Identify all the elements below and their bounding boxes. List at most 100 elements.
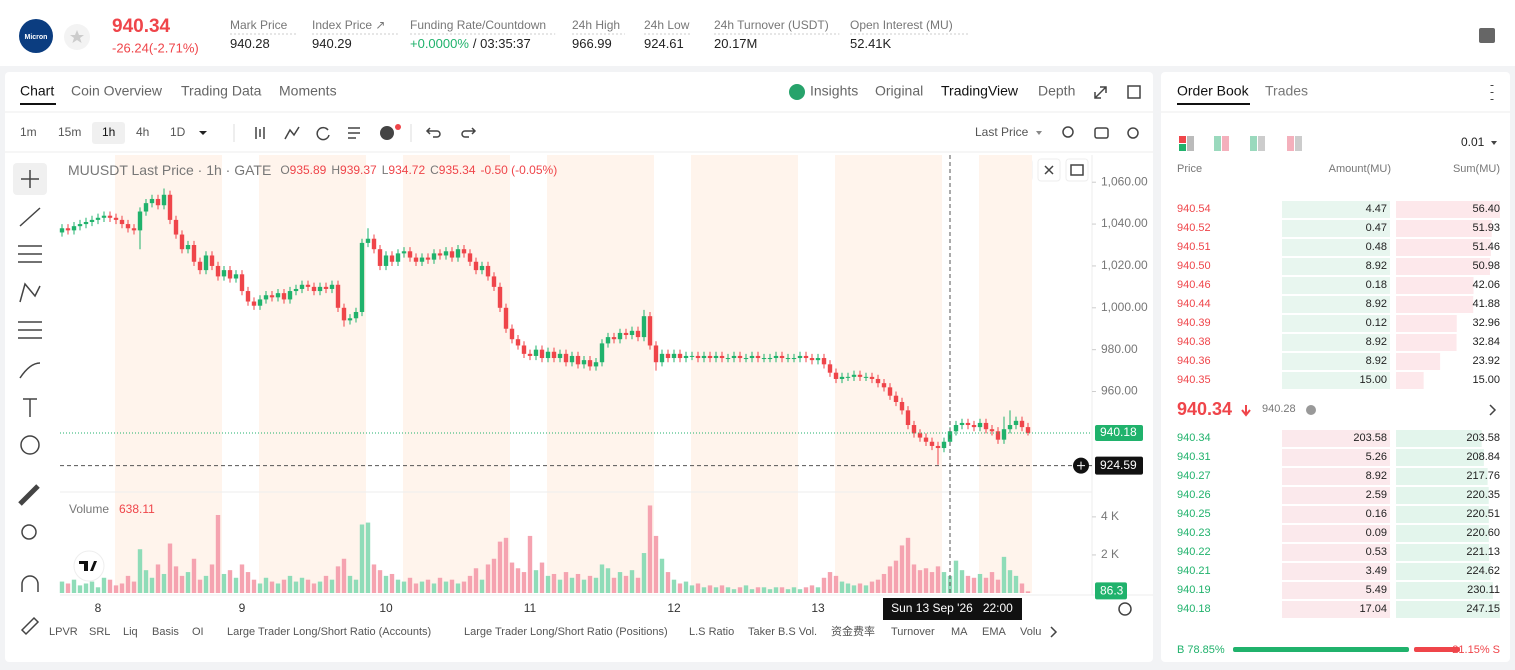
indicator-tab[interactable]: 资金费率 <box>831 624 875 638</box>
order-price[interactable]: 940.38 <box>1177 336 1211 348</box>
pattern-tool[interactable] <box>19 282 41 303</box>
indicator-tab[interactable]: Taker B.S Vol. <box>748 626 817 638</box>
orderbook-tab[interactable]: Trades <box>1265 83 1308 99</box>
order-price[interactable]: 940.23 <box>1177 527 1211 539</box>
order-price[interactable]: 940.22 <box>1177 546 1211 558</box>
order-price[interactable]: 940.36 <box>1177 355 1211 367</box>
layout-button[interactable] <box>1258 136 1265 151</box>
snapshot-button[interactable] <box>1094 127 1109 139</box>
interval[interactable]: 1h <box>102 125 115 139</box>
chevron[interactable] <box>1489 404 1497 416</box>
order-price[interactable]: 940.18 <box>1177 603 1211 615</box>
channel-tool[interactable] <box>18 245 42 263</box>
view-tab[interactable]: Depth <box>1038 83 1075 99</box>
settings-button[interactable] <box>1127 127 1139 139</box>
order-price[interactable]: 940.34 <box>1177 432 1211 444</box>
chart-tab[interactable]: Moments <box>279 83 337 99</box>
order-price[interactable]: 940.39 <box>1177 317 1211 329</box>
candle-body <box>95 217 101 220</box>
order-price[interactable]: 940.31 <box>1177 451 1211 463</box>
layout-button[interactable] <box>1214 136 1221 151</box>
order-price[interactable]: 940.52 <box>1177 222 1211 234</box>
volume-bar <box>377 570 383 593</box>
indicator-tab[interactable]: OI <box>192 626 204 638</box>
volume-bar <box>755 587 761 593</box>
indicator-tab[interactable]: EMA <box>982 626 1007 638</box>
indicator-tab[interactable]: SRL <box>89 626 110 638</box>
undo-button[interactable] <box>425 127 441 138</box>
indicator-tab[interactable]: Volu <box>1020 626 1041 638</box>
line-tool[interactable] <box>19 207 41 227</box>
interval[interactable]: 4h <box>136 125 149 139</box>
text-tool[interactable] <box>23 398 37 417</box>
indicator-tab[interactable]: Large Trader Long/Short Ratio (Positions… <box>464 626 668 638</box>
expand-button[interactable] <box>1094 86 1107 99</box>
view-tab[interactable]: TradingView <box>941 83 1019 99</box>
indicator-tab[interactable]: Basis <box>152 626 179 638</box>
precision[interactable]: 0.01 <box>1461 135 1485 149</box>
order-price[interactable]: 940.46 <box>1177 279 1211 291</box>
indicator-button[interactable] <box>284 126 300 140</box>
layout-button[interactable] <box>1295 136 1302 151</box>
interval[interactable]: 1m <box>20 125 37 139</box>
layout-button[interactable] <box>1250 136 1257 151</box>
layout-button[interactable] <box>1187 136 1194 151</box>
order-price[interactable]: 940.54 <box>1177 203 1211 215</box>
zoom-tool[interactable] <box>21 524 37 540</box>
search-button[interactable] <box>1062 126 1074 138</box>
order-price[interactable]: 940.35 <box>1177 374 1211 386</box>
chart-tab[interactable]: Trading Data <box>181 83 262 99</box>
scroll-right[interactable] <box>1050 626 1058 638</box>
lock-tool[interactable] <box>20 616 40 636</box>
indicator-tab[interactable]: Liq <box>123 626 138 638</box>
fib-tool[interactable] <box>18 321 42 339</box>
time-settings[interactable] <box>1118 602 1132 616</box>
redo-button[interactable] <box>461 127 477 138</box>
emoji-tool[interactable] <box>20 435 40 455</box>
order-price[interactable]: 940.21 <box>1177 565 1211 577</box>
amount-bg <box>1282 315 1390 332</box>
indicator-tab[interactable]: LPVR <box>49 626 78 638</box>
chart-tab[interactable]: Chart <box>20 83 54 99</box>
indicator-tab[interactable]: MA <box>951 626 968 638</box>
refresh-button[interactable] <box>316 126 330 141</box>
view-tab[interactable]: Insights <box>810 83 858 99</box>
coin-logo[interactable] <box>19 19 53 53</box>
order-price[interactable]: 940.25 <box>1177 508 1211 520</box>
add-button[interactable] <box>380 126 394 140</box>
indicator-tab[interactable]: Large Trader Long/Short Ratio (Accounts) <box>227 626 431 638</box>
calendar-button[interactable] <box>1479 28 1495 43</box>
price-type-dropdown[interactable] <box>1036 131 1042 135</box>
view-tab[interactable]: Original <box>875 83 923 99</box>
chart-button[interactable] <box>1065 158 1089 182</box>
order-price[interactable]: 940.27 <box>1177 470 1211 482</box>
measure-tool[interactable] <box>18 484 40 506</box>
layout-button[interactable] <box>1222 136 1229 151</box>
price-type[interactable]: Last Price <box>975 125 1029 139</box>
crosshair-tool[interactable] <box>21 170 39 188</box>
template-button[interactable] <box>348 127 360 139</box>
orderbook-tab[interactable]: Order Book <box>1177 83 1250 99</box>
candle-type-button[interactable] <box>255 127 265 139</box>
volume-bar <box>1025 591 1031 593</box>
order-price[interactable]: 940.26 <box>1177 489 1211 501</box>
indicator-tab[interactable]: Turnover <box>891 626 935 638</box>
magnet-tool[interactable] <box>21 575 39 592</box>
brush-tool[interactable] <box>19 362 41 379</box>
amount-bg <box>1282 506 1390 523</box>
layout-button[interactable] <box>1179 144 1186 151</box>
window-button[interactable] <box>1127 85 1141 99</box>
chart-tab[interactable]: Coin Overview <box>71 83 163 99</box>
interval[interactable]: 1D <box>170 125 186 139</box>
indicator-tab[interactable]: L.S Ratio <box>689 626 734 638</box>
order-price[interactable]: 940.19 <box>1177 584 1211 596</box>
layout-button[interactable] <box>1179 136 1186 143</box>
interval-dropdown[interactable] <box>199 131 207 135</box>
order-price[interactable]: 940.50 <box>1177 260 1211 272</box>
order-price[interactable]: 940.44 <box>1177 298 1211 310</box>
order-price[interactable]: 940.51 <box>1177 241 1211 253</box>
layout-button[interactable] <box>1287 136 1294 151</box>
interval[interactable]: 15m <box>58 125 81 139</box>
volume-bar <box>959 570 965 593</box>
precision-dropdown[interactable] <box>1491 141 1497 145</box>
